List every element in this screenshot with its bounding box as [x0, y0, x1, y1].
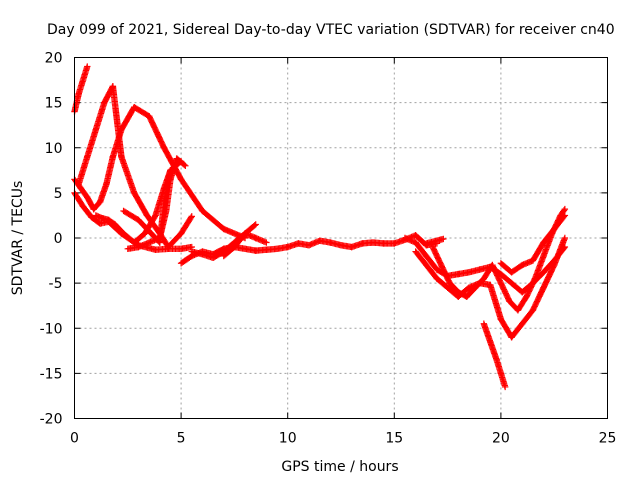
y-tick-label: 5: [54, 186, 63, 202]
data-point-marker: [84, 63, 91, 70]
data-point-marker: [501, 383, 509, 391]
y-tick-label: 10: [45, 141, 63, 157]
series-arc-3: [75, 83, 195, 251]
y-tick-labels: 20 15 10 5 0 -5 -10 -15 -20: [40, 51, 63, 428]
y-tick-label: -10: [40, 321, 63, 337]
y-tick-label: -15: [40, 366, 63, 382]
x-tick-label: 25: [599, 431, 617, 447]
plot-frame: [74, 57, 608, 419]
x-tick-label: 0: [70, 431, 79, 447]
y-tick-label: 15: [45, 96, 63, 112]
data-point-marker: [182, 162, 189, 169]
series-arc-16: [423, 235, 447, 247]
grid-lines: [74, 57, 608, 419]
data-point-marker: [252, 221, 259, 228]
data-point-marker: [181, 161, 188, 169]
x-tick-label: 15: [385, 431, 403, 447]
series-arc-13: [429, 205, 569, 314]
y-tick-label: -20: [40, 412, 63, 428]
data-point-marker: [440, 235, 447, 243]
data-point-marker: [560, 213, 568, 220]
x-tick-label: 20: [492, 431, 510, 447]
y-tick-label: 20: [45, 51, 63, 67]
data-point-marker: [263, 239, 270, 246]
data-point-marker: [251, 222, 258, 229]
data-point-marker: [188, 213, 195, 220]
y-axis-label: SDTVAR / TECUs: [10, 181, 26, 296]
chart-title: Day 099 of 2021, Sidereal Day-to-day VTE…: [47, 22, 615, 38]
y-tick-label: 0: [54, 231, 63, 247]
x-tick-label: 10: [279, 431, 297, 447]
x-tick-label: 5: [177, 431, 186, 447]
series-arc-9: [188, 230, 270, 262]
data-points: [71, 63, 569, 391]
series-arc-4: [71, 103, 249, 242]
series-arc-7: [124, 155, 189, 253]
data-point-marker: [560, 207, 568, 214]
series-arc-8: [177, 232, 441, 267]
x-axis-label: GPS time / hours: [281, 459, 398, 475]
data-point-marker: [561, 205, 569, 213]
series-arc-10: [220, 221, 259, 260]
data-point-marker: [561, 212, 569, 219]
series-arc-14: [480, 320, 509, 391]
data-point-marker: [187, 214, 195, 221]
series-arc-15: [497, 212, 569, 276]
x-tick-labels: 0 5 10 15 20 25: [70, 431, 616, 447]
data-point-marker: [561, 234, 569, 242]
y-tick-label: -5: [49, 276, 63, 292]
